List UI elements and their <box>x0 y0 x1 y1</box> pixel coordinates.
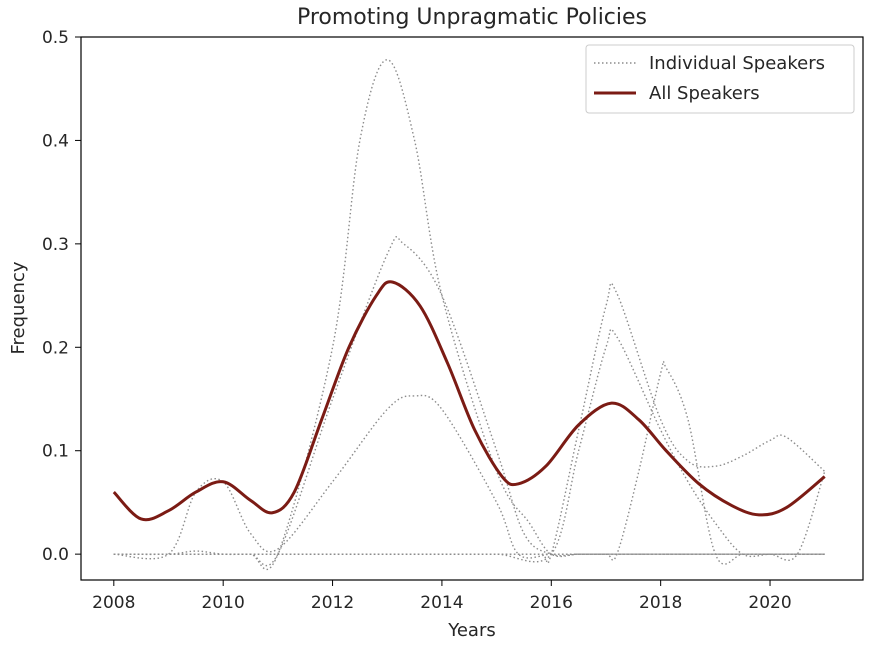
series-line-individual-speaker-5 <box>113 360 825 565</box>
plot-area <box>112 59 826 571</box>
x-tick-label: 2010 <box>202 593 245 613</box>
y-tick-label: 0.4 <box>42 131 69 151</box>
x-tick-label: 2008 <box>92 593 135 613</box>
x-tick-label: 2018 <box>639 593 682 613</box>
series-line-all-speakers <box>112 280 826 522</box>
y-tick-label: 0.3 <box>42 235 69 255</box>
series-line-individual-speaker-1 <box>113 59 825 571</box>
y-tick-label: 0.0 <box>42 545 69 565</box>
x-tick-label: 2014 <box>420 593 463 613</box>
y-axis-label: Frequency <box>8 261 29 354</box>
y-tick-label: 0.2 <box>42 338 69 358</box>
series-line-individual-speaker-2 <box>113 236 825 567</box>
y-axis: 0.0 0.1 0.2 0.3 0.4 0.5 <box>42 28 81 565</box>
y-tick-label: 0.1 <box>42 442 69 462</box>
x-axis: 2008 2010 2012 2014 2016 2018 2020 <box>92 580 792 613</box>
x-tick-label: 2016 <box>530 593 573 613</box>
x-tick-label: 2020 <box>748 593 791 613</box>
axes-frame <box>80 36 864 581</box>
series-line-individual-speaker-6 <box>113 328 826 563</box>
legend-label-individual: Individual Speakers <box>649 53 825 74</box>
x-axis-label: Years <box>447 620 496 641</box>
y-tick-label: 0.5 <box>42 28 69 48</box>
legend-label-all: All Speakers <box>649 83 760 104</box>
x-tick-label: 2012 <box>311 593 354 613</box>
series-line-individual-speaker-4 <box>113 282 826 564</box>
legend: Individual Speakers All Speakers <box>585 44 855 114</box>
legend-box <box>585 44 855 114</box>
chart-title: Promoting Unpragmatic Policies <box>297 5 647 30</box>
